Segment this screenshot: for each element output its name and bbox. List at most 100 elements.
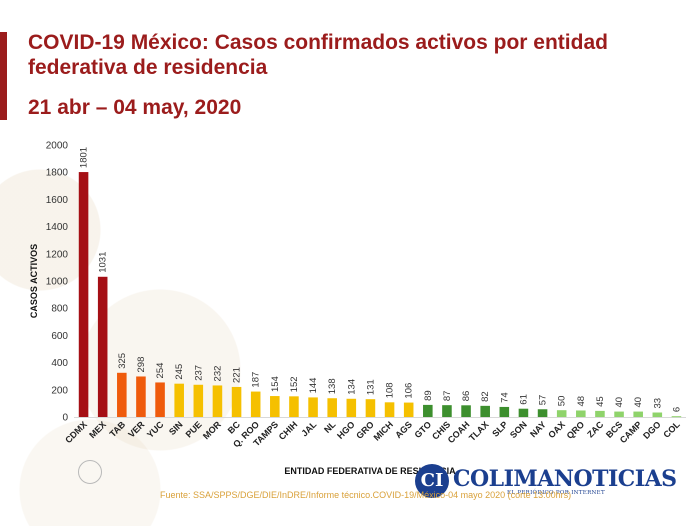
y-tick-label: 200 (51, 385, 68, 396)
y-tick-label: 1200 (46, 249, 69, 260)
bar-son (518, 408, 529, 417)
title-accent-bar (0, 32, 7, 120)
government-seal-icon (78, 460, 102, 484)
value-label: 138 (327, 378, 338, 394)
value-label: 187 (251, 372, 262, 388)
value-label: 57 (538, 395, 549, 406)
category-label: OAX (546, 419, 567, 440)
x-axis-title: ENTIDAD FEDERATIVA DE RESIDENCIA (284, 466, 456, 476)
value-label: 106 (404, 383, 415, 399)
value-label: 87 (442, 391, 453, 402)
value-label: 237 (193, 365, 204, 381)
bar-dgo (652, 412, 663, 417)
value-label: 325 (117, 353, 128, 369)
value-label: 154 (270, 376, 281, 392)
bar-tamps (270, 396, 280, 417)
value-label: 152 (289, 376, 300, 392)
y-tick-label: 800 (51, 304, 68, 315)
bar-slp (499, 406, 510, 417)
category-label: SON (508, 419, 529, 440)
category-label: PUE (184, 419, 204, 439)
bar-qro (576, 410, 586, 417)
y-tick-label: 1400 (46, 222, 69, 233)
value-label: 45 (595, 396, 606, 407)
category-label: TAB (108, 419, 128, 439)
value-label: 1031 (98, 252, 109, 273)
bar-pue (193, 384, 204, 417)
category-label: YUC (145, 419, 166, 440)
y-tick-label: 1000 (46, 277, 69, 288)
value-label: 6 (671, 407, 682, 412)
bar-gro (365, 399, 376, 417)
bar-bc (231, 386, 242, 417)
category-label: MOR (201, 419, 223, 441)
bar-mich (384, 402, 395, 417)
category-label: COL (661, 419, 682, 440)
bar-nl (327, 398, 337, 417)
bar-chih (289, 396, 299, 417)
value-label: 82 (480, 391, 491, 402)
y-tick-label: 2000 (46, 141, 69, 152)
bar-chis (442, 405, 452, 417)
value-label: 108 (385, 382, 396, 398)
value-label: 48 (576, 396, 587, 407)
bar-hgo (346, 398, 357, 417)
category-label: DGO (641, 419, 663, 441)
bar-qroo (250, 391, 261, 417)
bar-tlax (480, 405, 490, 417)
value-label: 298 (136, 357, 147, 373)
date-range: 21 abr – 04 may, 2020 (28, 96, 242, 119)
value-label: 40 (633, 397, 644, 408)
y-axis-title: CASOS ACTIVOS (29, 244, 39, 318)
category-label: CHIH (277, 419, 300, 442)
value-label: 40 (614, 397, 625, 408)
bar-coah (461, 405, 471, 417)
y-tick-label: 1600 (46, 195, 69, 206)
value-label: 131 (365, 379, 376, 395)
value-label: 144 (308, 378, 319, 394)
value-label: 74 (499, 392, 510, 403)
bar-cdmx (78, 172, 89, 417)
category-label: MEX (87, 419, 108, 440)
y-tick-label: 0 (62, 413, 68, 424)
bar-oax (556, 410, 567, 417)
category-label: CAMP (618, 419, 644, 445)
y-tick-label: 1800 (46, 168, 69, 179)
bar-nay (537, 409, 548, 417)
category-label: NAY (528, 419, 548, 439)
category-label: COAH (446, 419, 472, 445)
category-label: SIN (167, 419, 185, 437)
category-label: MICH (372, 419, 395, 442)
category-label: TLAX (467, 419, 491, 443)
value-label: 134 (346, 379, 357, 395)
value-label: 245 (174, 364, 185, 380)
watermark-tagline: EL PERIÓDICO POR INTERNET (507, 490, 605, 496)
value-label: 232 (212, 366, 223, 382)
category-label: JAL (299, 419, 318, 438)
page-title: COVID-19 México: Casos confirmados activ… (28, 31, 608, 79)
y-tick-label: 600 (51, 331, 68, 342)
value-label: 89 (423, 390, 434, 401)
bar-zac (595, 410, 605, 417)
category-label: HGO (335, 419, 357, 441)
bar-gto (423, 404, 433, 417)
watermark-logo: CI COLIMANOTICIAS EL PERIÓDICO POR INTER… (415, 462, 677, 502)
value-label: 86 (461, 391, 472, 402)
category-label: VER (126, 419, 147, 440)
bar-mor (212, 385, 223, 417)
category-label: AGS (393, 419, 414, 440)
bar-sin (174, 383, 184, 417)
bar-ags (403, 402, 414, 417)
bar-col (671, 416, 682, 418)
value-label: 254 (155, 363, 166, 379)
value-label: 33 (652, 398, 663, 409)
bar-yuc (155, 382, 165, 417)
category-label: GTO (412, 419, 433, 440)
bar-mex (97, 276, 108, 417)
category-label: SLP (490, 419, 509, 438)
value-label: 1801 (79, 147, 90, 168)
source-note: Fuente: SSA/SPPS/DGE/DIE/InDRE/Informe t… (160, 490, 572, 500)
value-label: 221 (232, 367, 243, 383)
bar-tab (117, 372, 127, 417)
